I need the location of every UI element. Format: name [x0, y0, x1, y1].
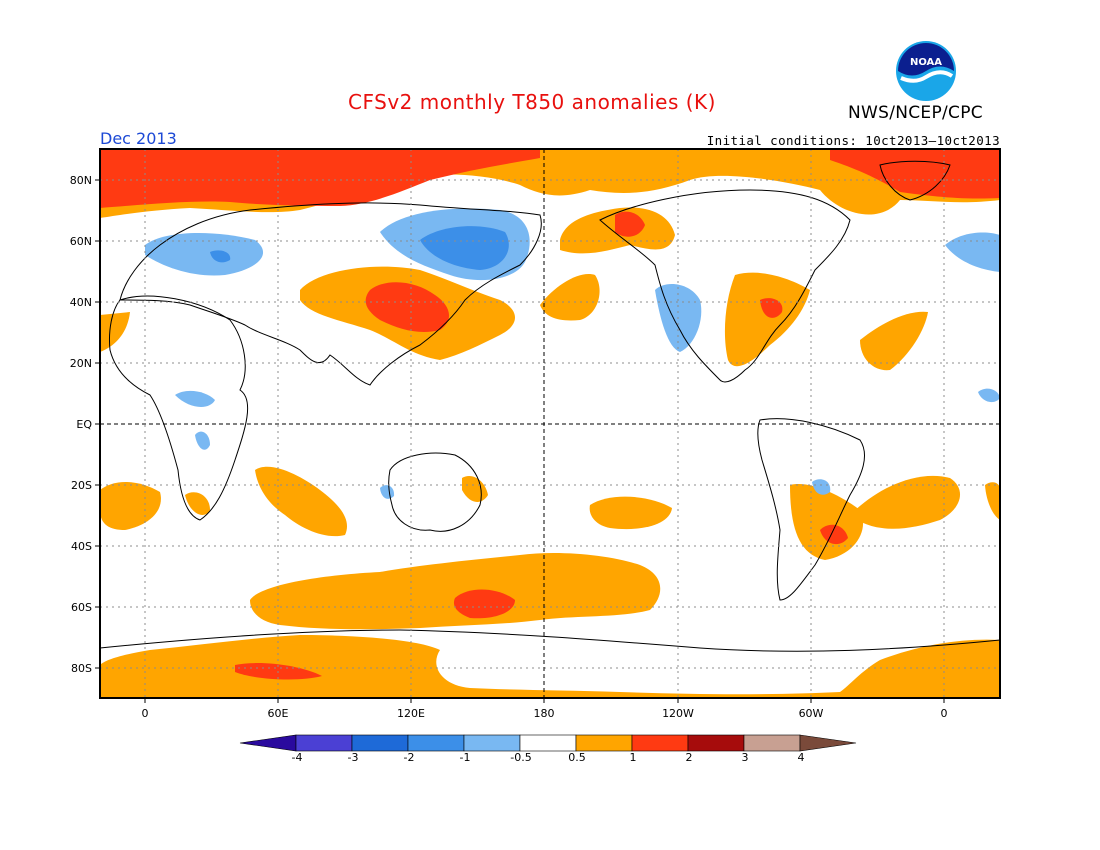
colorbar-label: 3: [741, 751, 749, 764]
east-europe-cool-anomaly: [945, 232, 1000, 272]
colorbar-label: -3: [347, 751, 359, 764]
north-america-warm-anomaly: [724, 272, 810, 367]
north-pacific-warm-anomaly: [540, 274, 600, 321]
southern-ocean-strong-warm-anomaly: [453, 589, 515, 619]
colorbar-segment: [239, 734, 297, 752]
lat-label: 80N: [69, 174, 92, 187]
colorbar-label: -0.5: [510, 751, 532, 764]
graticule: [100, 149, 1000, 698]
coastlines: [99, 160, 1001, 652]
south-africa-warm-anomaly: [185, 492, 210, 515]
arctic-strong-warm-anomaly-east: [830, 149, 1000, 199]
axis-ticks: [95, 179, 945, 703]
atlantic-warm-anomaly: [860, 311, 928, 371]
reference-lines: [100, 149, 1000, 698]
colorbar-segment: [519, 734, 577, 752]
colorbar-segment: [463, 734, 521, 752]
noaa-logo: NOAA: [896, 41, 956, 101]
iberia-warm-anomaly: [100, 312, 130, 352]
colorbar: [239, 734, 857, 752]
colorbar-segment: [295, 734, 353, 752]
siberia-cool-core: [420, 226, 509, 270]
east-africa-cool-anomaly: [195, 431, 210, 450]
lat-label: 60S: [71, 601, 92, 614]
colorbar-label: 4: [797, 751, 805, 764]
europe-cool-core: [210, 250, 231, 263]
antarctic-warm-anomaly: [100, 635, 1000, 698]
forecast-month: Dec 2013: [100, 129, 177, 148]
lat-label: 60N: [69, 235, 92, 248]
lon-label: 120E: [397, 707, 425, 720]
initial-conditions-label: Initial conditions: 10ct2013–10ct2013: [706, 133, 1000, 148]
lon-label: 60E: [267, 707, 289, 720]
colorbar-segment: [631, 734, 689, 752]
colorbar-label: -4: [291, 751, 303, 764]
colorbar-segment: [575, 734, 633, 752]
lat-label: 80S: [71, 662, 92, 675]
noaa-logo-text: NOAA: [910, 57, 942, 68]
colorbar-label: -2: [403, 751, 415, 764]
colorbar-segment: [687, 734, 745, 752]
colorbar-label: 2: [685, 751, 693, 764]
colorbar-label: 1: [629, 751, 637, 764]
europe-cool-anomaly: [145, 233, 264, 276]
lon-label: 120W: [662, 707, 694, 720]
north-america-strong-warm-anomaly: [760, 298, 783, 318]
lat-label: 40S: [71, 540, 92, 553]
lon-label: 0: [940, 707, 948, 720]
agency-label: NWS/NCEP/CPC: [848, 103, 983, 123]
far-east-warm-anomaly: [985, 482, 1000, 520]
colorbar-segment: [799, 734, 857, 752]
lon-label: 60W: [798, 707, 824, 720]
south-pacific-warm-anomaly: [589, 496, 672, 530]
lat-label: EQ: [76, 418, 92, 431]
colorbar-segment: [743, 734, 801, 752]
arctic-strong-warm-anomaly: [100, 149, 540, 208]
east-asia-strong-warm-anomaly: [365, 282, 450, 332]
africa-cool-anomaly: [175, 390, 215, 407]
south-america-strong-warm-anomaly: [820, 524, 848, 545]
south-atlantic-east-warm-anomaly: [850, 475, 961, 529]
south-atlantic-warm-anomaly: [100, 481, 161, 530]
southern-ocean-warm-anomaly: [250, 553, 661, 630]
colorbar-label: 0.5: [568, 751, 586, 764]
colorbar-segment: [407, 734, 465, 752]
australia-cool-anomaly: [380, 485, 395, 499]
atlantic-cool-anomaly: [978, 388, 1000, 403]
indian-ocean-warm-anomaly: [255, 466, 348, 537]
brazil-cool-anomaly: [812, 479, 831, 495]
lon-label: 0: [141, 707, 149, 720]
lat-label: 20S: [71, 479, 92, 492]
lon-label: 180: [533, 707, 555, 720]
colorbar-segment: [351, 734, 409, 752]
lat-label: 40N: [69, 296, 92, 309]
map-title: CFSv2 monthly T850 anomalies (K): [348, 90, 716, 114]
alaska-strong-warm-anomaly: [615, 211, 645, 237]
lat-label: 20N: [69, 357, 92, 370]
colorbar-label: -1: [459, 751, 471, 764]
